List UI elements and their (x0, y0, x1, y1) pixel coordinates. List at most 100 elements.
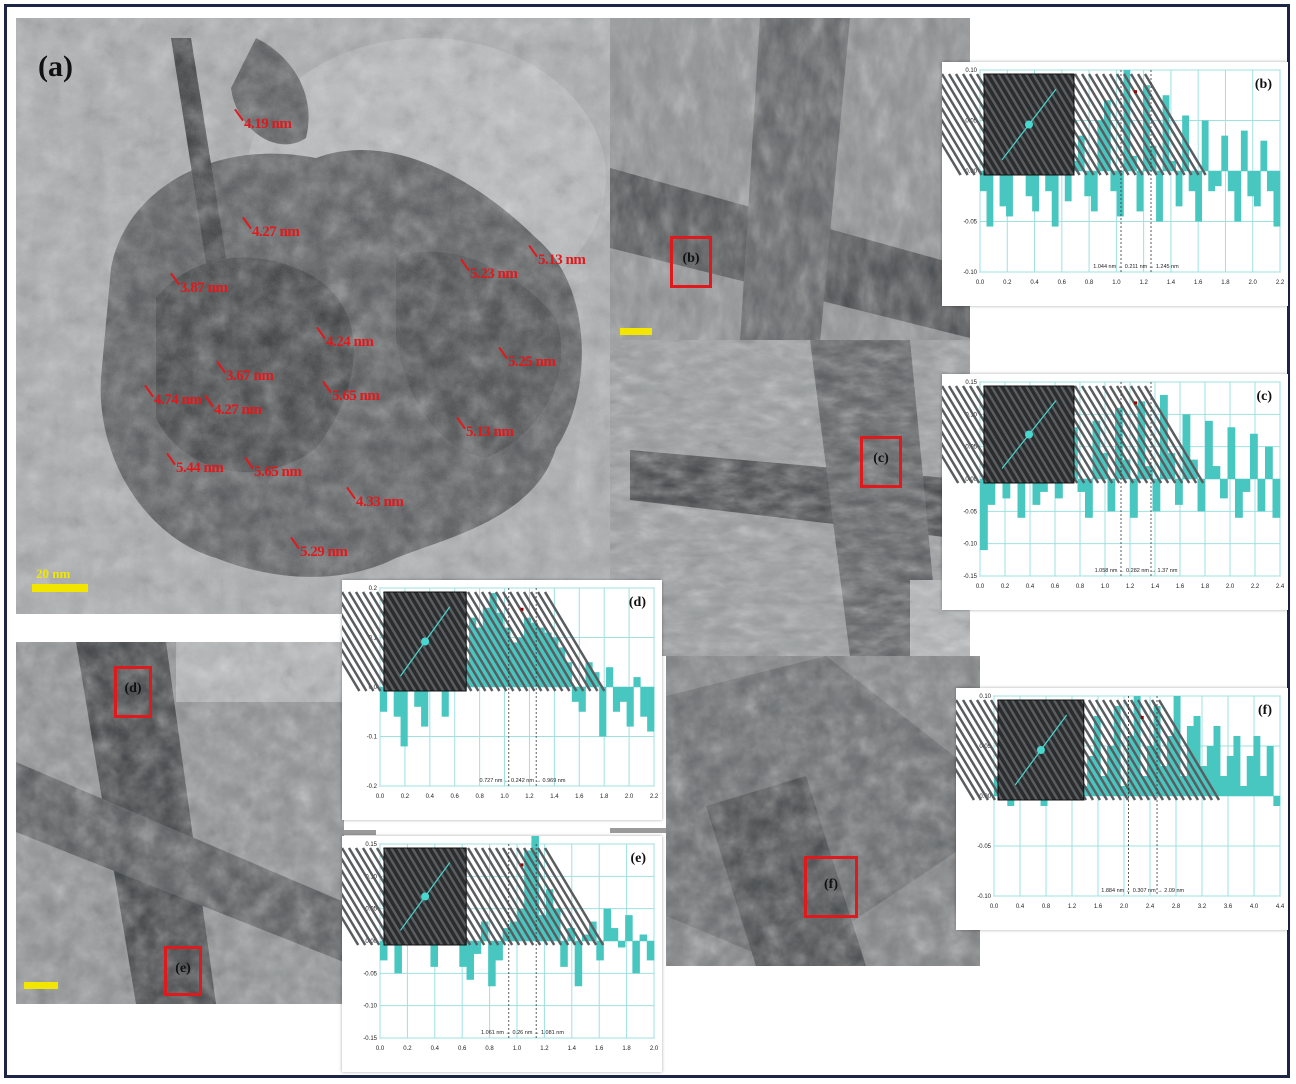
profile-bar (599, 687, 607, 737)
profile-bar (1233, 736, 1241, 796)
x-tick-label: 1.2 (540, 1046, 549, 1052)
profile-bar (567, 928, 575, 941)
y-tick-label: -0.05 (363, 971, 377, 977)
profile-bar (1002, 479, 1011, 499)
profile-bar (596, 941, 604, 961)
x-tick-label: 0.8 (485, 1046, 494, 1052)
profile-bar (459, 941, 467, 967)
profile-bar (441, 687, 449, 717)
profile-bar (1130, 155, 1137, 171)
profile-bar (1200, 766, 1208, 796)
roi-box-d: (d) (114, 666, 152, 718)
roi-box-b: (b) (670, 236, 712, 288)
profile-bar (632, 941, 640, 974)
profile-bar (1226, 756, 1234, 796)
roi-box-c: (c) (860, 436, 902, 488)
profile-bar (1266, 746, 1274, 796)
profile-bar (1208, 171, 1216, 192)
tem-image-b: (b) (610, 18, 970, 342)
particle-size-label: 5.13 nm (466, 424, 514, 440)
profile-bar (647, 687, 655, 732)
line-profile-d: 0.0 0.2 0.4 0.6 0.8 1.0 1.2 1.4 1.6 1.8 2.0 2.2 0.2 0… (342, 580, 662, 820)
profile-bar (1116, 171, 1124, 217)
particle-size-label: 4.27 nm (214, 402, 262, 418)
y-tick-label: 0.10 (365, 874, 377, 880)
profile-bar (1113, 706, 1121, 796)
profile-bar (509, 921, 518, 941)
profile-panel-label: (e) (630, 851, 646, 866)
line-profile-c: 0.0 0.2 0.4 0.6 0.8 1.0 1.2 1.4 1.6 1.8 2.0 2.2 2.4 0… (942, 374, 1288, 610)
x-tick-label: 0.2 (403, 1046, 412, 1052)
profile-bar (1220, 479, 1228, 499)
fft-inset-image (342, 847, 605, 946)
profile-bar (393, 687, 401, 717)
profile-bar (564, 662, 573, 687)
x-tick-label: 0.4 (1030, 280, 1039, 286)
profile-bar (400, 687, 408, 747)
y-tick-label: -0.15 (963, 574, 977, 580)
scale-bar-a (32, 584, 88, 592)
x-tick-label: 1.8 (600, 794, 609, 800)
profile-bar (1266, 171, 1274, 192)
profile-bar (1186, 726, 1194, 796)
profile-bar (1064, 171, 1072, 202)
profile-bar (1017, 479, 1026, 518)
profile-bar (1272, 479, 1281, 518)
profile-bar (1084, 171, 1092, 197)
x-tick-label: 0.4 (426, 794, 435, 800)
profile-bar (1193, 716, 1201, 796)
profile-bar (646, 941, 655, 961)
profile-bar (999, 171, 1007, 207)
y-tick-label: 0.1 (369, 636, 378, 642)
profile-bar (1092, 420, 1101, 479)
spacing-annotation: 1.884 nm ← 0.307 nm → 2.09 nm (1101, 888, 1184, 894)
profile-bar (1156, 171, 1163, 222)
profile-bar (1175, 171, 1183, 207)
y-tick-label: -0.15 (363, 1036, 377, 1042)
y-tick-label: -0.10 (977, 894, 991, 900)
profile-bar (574, 941, 583, 987)
profile-bar (1025, 171, 1033, 197)
profile-bar (1085, 479, 1093, 518)
particle-size-label: 5.44 nm (176, 460, 224, 476)
x-tick-label: 2.2 (1276, 280, 1285, 286)
tem-image-c: (c) (610, 340, 970, 656)
profile-bar (1227, 171, 1235, 192)
profile-bar (980, 479, 988, 551)
fft-inset-image (956, 699, 1221, 801)
particle-size-label: 5.65 nm (332, 388, 380, 404)
profile-bar (1146, 746, 1154, 796)
x-tick-label: 0.6 (1058, 280, 1067, 286)
particle-size-label: 4.24 nm (326, 334, 374, 350)
profile-bar (480, 921, 489, 941)
profile-panel-label: (b) (1255, 77, 1272, 92)
profile-bar (994, 776, 1001, 796)
profile-bar (639, 934, 648, 941)
profile-bar (1103, 100, 1111, 171)
profile-bar (1240, 130, 1248, 171)
particle-size-label: 5.13 nm (538, 252, 586, 268)
profile-bar (1235, 479, 1243, 518)
profile-bar (469, 617, 477, 687)
x-tick-label: 2.2 (650, 794, 659, 800)
profile-bar (544, 632, 552, 687)
profile-bar (610, 928, 619, 941)
profile-bar (1175, 479, 1183, 505)
profile-bar (1260, 140, 1268, 171)
x-tick-label: 2.2 (1251, 584, 1260, 590)
profile-bar (1097, 120, 1105, 171)
x-tick-label: 1.4 (1151, 584, 1160, 590)
x-tick-label: 0.2 (1001, 584, 1010, 590)
profile-bar (380, 687, 388, 712)
x-tick-label: 0.8 (1085, 280, 1094, 286)
y-tick-label: -0.10 (363, 1004, 377, 1010)
profile-bar (1257, 479, 1266, 512)
profile-bar (1077, 479, 1086, 492)
x-tick-label: 0.4 (431, 1046, 440, 1052)
profile-bar (1242, 479, 1251, 492)
x-tick-label: 0.8 (1042, 904, 1051, 910)
x-tick-label: 2.0 (625, 794, 634, 800)
spacing-annotation: 1.058 nm ← 0.282 nm → 1.37 nm (1095, 568, 1178, 574)
particle-size-label: 3.87 nm (180, 280, 228, 296)
tem-image-a: (a) 20 nm 4.19 nm 4.27 nm 3.87 nm 5.23 nm 5.… (16, 18, 612, 614)
